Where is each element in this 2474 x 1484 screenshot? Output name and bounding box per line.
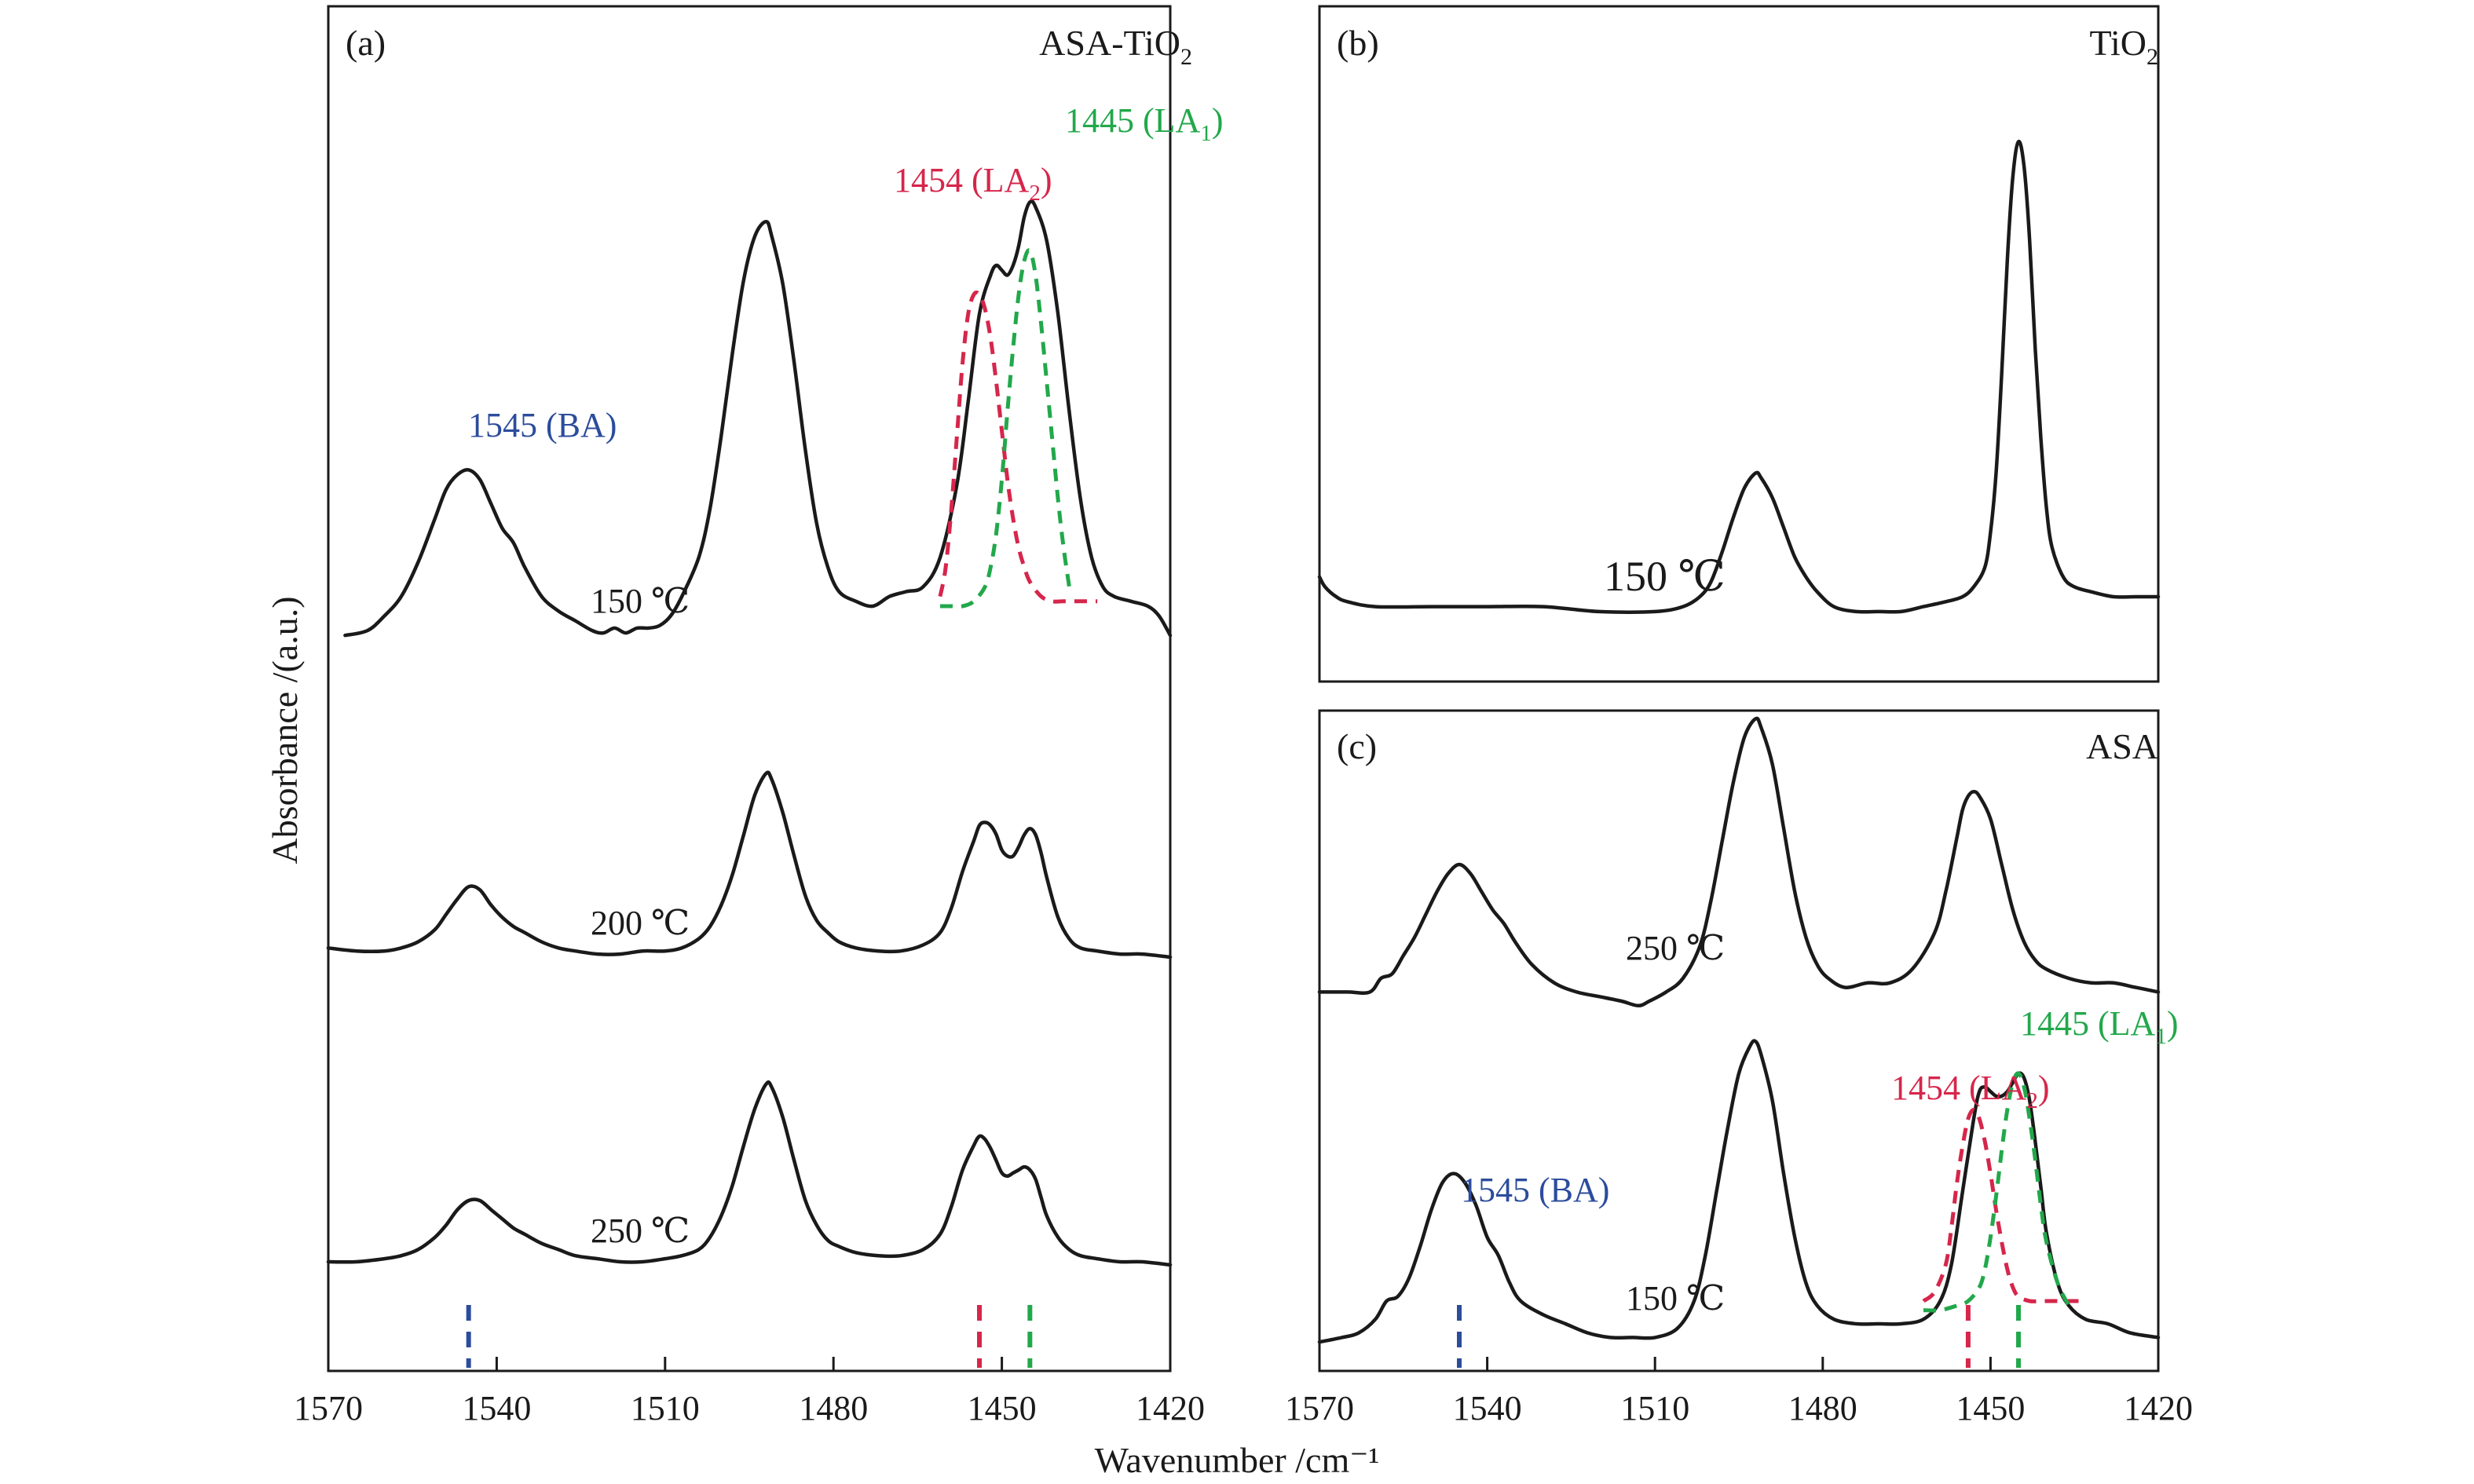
panel-c-x-tick-label-1540: 1540 [1453,1389,1522,1427]
panel-a-series-1454-la-fit [938,291,1098,604]
panel-c-series-label-250: 250 ℃ [1626,929,1725,967]
panel-c-x-tick-label-1570: 1570 [1285,1389,1354,1427]
panel-c-annotation-1445-la: 1445 (LA1) [2020,1004,2178,1049]
panel-b-frame [1318,5,2160,683]
panel-c-series-1445-la-fit [1923,1071,2071,1313]
panel-c-series-label-150: 150 ℃ [1626,1279,1725,1318]
panel-c-annotation-1454-la: 1454 (LA2) [1891,1069,2049,1113]
panel-a-label: (a) [346,23,386,63]
x-axis-label: Wavenumber /cm⁻¹ [1095,1440,1380,1480]
panel-a-x-tick-label-1510: 1510 [631,1389,700,1427]
panel-a-series-150 [343,199,1173,638]
panel-b-title: TiO2 [2090,23,2158,70]
panel-a-x-tick-label-1420: 1420 [1136,1389,1205,1427]
panel-c-x-tick-label-1450: 1450 [1956,1389,2025,1427]
panel-b-label: (b) [1337,23,1379,63]
panel-a-x-tick-label-1480: 1480 [799,1389,868,1427]
panel-c-frame [1318,709,2160,1373]
panel-a-annotation-1545-ba: 1545 (BA) [468,406,617,444]
panel-a-series-label-200: 200 ℃ [591,904,690,942]
panel-c-x-tick-label-1480: 1480 [1788,1389,1857,1427]
panel-a-frame [327,5,1172,1373]
panel-a-annotation-1454-la: 1454 (LA2) [894,161,1052,206]
panel-c-title: ASA [2086,726,2158,766]
panel-a-series-label-150: 150 ℃ [591,582,690,620]
panel-c-label: (c) [1337,726,1377,766]
panel-a-series-200 [326,770,1173,959]
panel-a-annotation-1445-la: 1445 (LA1) [1065,101,1223,146]
panel-c-series-1454-la-fit [1922,1107,2086,1303]
panel-a-series-1445-la-fit [940,248,1071,609]
panel-a-series-label-250: 250 ℃ [591,1212,690,1250]
panel-b-series-150 [1317,140,2161,614]
panel-a-x-tick-label-1540: 1540 [462,1389,531,1427]
panel-a-x-tick-label-1570: 1570 [294,1389,363,1427]
panel-c-annotation-1545-ba: 1545 (BA) [1461,1171,1609,1209]
panel-a-title: ASA-TiO2 [1039,23,1192,70]
panel-b-series-label-150: 150 ℃ [1604,553,1726,600]
y-axis-label: Absorbance /(a.u.) [265,596,305,864]
panel-c-series-250 [1317,716,2161,1008]
panel-a-series-250 [326,1080,1173,1267]
panel-a-x-tick-label-1450: 1450 [968,1389,1037,1427]
panel-c-x-tick-label-1420: 1420 [2124,1389,2193,1427]
panel-c-x-tick-label-1510: 1510 [1620,1389,1689,1427]
